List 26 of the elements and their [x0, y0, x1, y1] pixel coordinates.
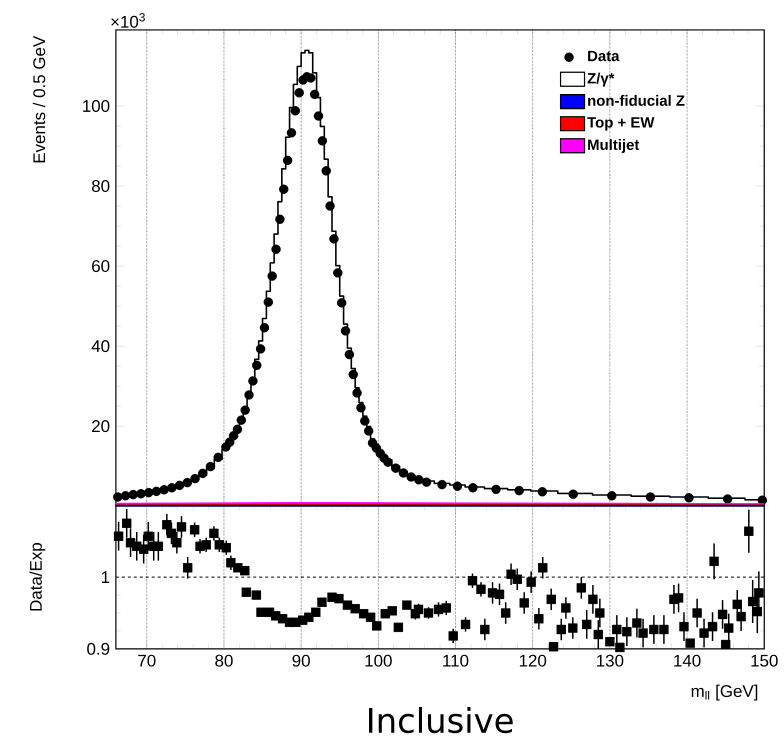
legend-label: Top + EW: [587, 117, 654, 130]
y-tick-label: 0.9: [87, 642, 110, 655]
x-tick-label: 110: [443, 654, 468, 667]
y-tick-label: 1: [102, 571, 110, 583]
x-tick-label: 140: [674, 654, 701, 667]
x-tick-label: 80: [215, 654, 233, 667]
legend-label: non-fiducial Z: [588, 94, 685, 106]
x-axis-title: m$_{ll}$ [GeV]: [692, 684, 758, 700]
y-tick-label: 100: [83, 100, 110, 112]
x-tick-label: 70: [138, 654, 156, 667]
y-tick-label: 20: [92, 420, 110, 432]
x-tick-label: 90: [292, 654, 310, 667]
legend-label: Z/γ*: [588, 72, 614, 86]
legend-label: Multijet: [588, 138, 640, 153]
x-tick-label: 150: [751, 654, 778, 667]
y-tick-label: 60: [92, 260, 110, 272]
text: ×10$^{3}$: [111, 12, 145, 28]
y-tick-label: 80: [92, 180, 110, 192]
y-axis-title: Data/Exp: [29, 542, 46, 610]
text: Inclusive: [369, 706, 513, 734]
x-tick-label: 100: [366, 654, 392, 667]
y-tick-label: 40: [92, 340, 110, 352]
legend-label: Data: [588, 50, 620, 62]
x-tick-label: 130: [597, 654, 624, 667]
y-axis-title: Events / 0.5 GeV: [32, 36, 46, 162]
x-tick-label: 120: [520, 654, 546, 667]
